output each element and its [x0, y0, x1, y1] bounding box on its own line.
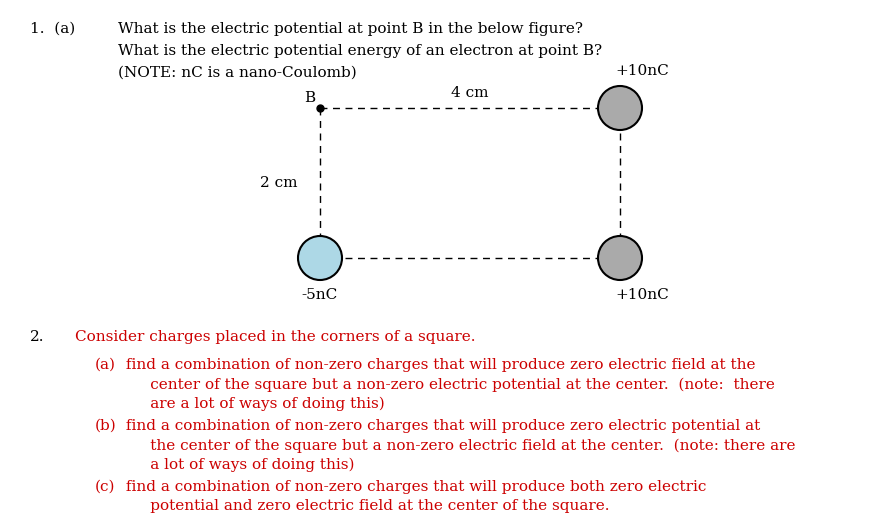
Text: 4 cm: 4 cm [451, 86, 488, 100]
Text: +10nC: +10nC [614, 64, 668, 78]
Text: (b): (b) [95, 419, 116, 433]
Text: -5nC: -5nC [301, 288, 338, 302]
Ellipse shape [298, 236, 342, 280]
Text: find a combination of non-zero charges that will produce both zero electric
    : find a combination of non-zero charges t… [121, 480, 705, 513]
Text: What is the electric potential energy of an electron at point B?: What is the electric potential energy of… [118, 44, 602, 58]
Text: 2 cm: 2 cm [260, 176, 297, 190]
Ellipse shape [597, 86, 641, 130]
Text: +10nC: +10nC [614, 288, 668, 302]
Text: 1.  (a): 1. (a) [30, 22, 75, 36]
Text: What is the electric potential at point B in the below figure?: What is the electric potential at point … [118, 22, 582, 36]
Text: Consider charges placed in the corners of a square.: Consider charges placed in the corners o… [75, 330, 475, 344]
Ellipse shape [597, 236, 641, 280]
Text: (a): (a) [95, 358, 116, 372]
Text: B: B [304, 91, 315, 105]
Text: find a combination of non-zero charges that will produce zero electric field at : find a combination of non-zero charges t… [121, 358, 774, 411]
Text: (c): (c) [95, 480, 115, 494]
Text: find a combination of non-zero charges that will produce zero electric potential: find a combination of non-zero charges t… [121, 419, 795, 472]
Text: 2.: 2. [30, 330, 45, 344]
Text: (NOTE: nC is a nano-Coulomb): (NOTE: nC is a nano-Coulomb) [118, 66, 357, 80]
